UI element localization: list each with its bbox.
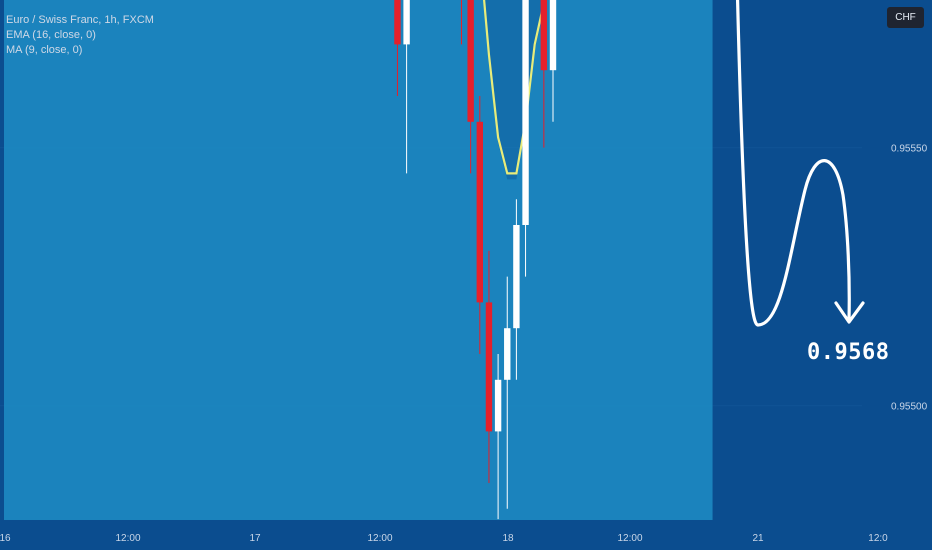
currency-button[interactable]: CHF bbox=[887, 7, 924, 28]
candle-body bbox=[476, 121, 483, 303]
target-price-text: 0.9568 bbox=[807, 340, 890, 365]
candle-body bbox=[485, 302, 493, 432]
x-tick-label: 18 bbox=[502, 533, 514, 544]
chart-legend: Euro / Swiss Franc, 1h, FXCM EMA (16, cl… bbox=[6, 13, 154, 58]
y-tick-label: 0.95500 bbox=[891, 402, 928, 413]
candle-body bbox=[540, 0, 548, 71]
area-fill-inner bbox=[4, 0, 713, 520]
candle-body bbox=[513, 225, 520, 329]
candle-body bbox=[467, 0, 474, 122]
candle-body bbox=[549, 0, 557, 71]
legend-symbol: Euro / Swiss Franc, 1h, FXCM bbox=[6, 14, 154, 26]
legend-ma: MA (9, close, 0) bbox=[6, 44, 83, 56]
x-tick-label: 17 bbox=[249, 533, 261, 544]
x-tick-label: 12:0 bbox=[868, 533, 888, 544]
candle-body bbox=[394, 0, 401, 45]
x-tick-label: 12:00 bbox=[115, 533, 140, 544]
candle-body bbox=[403, 0, 410, 45]
y-tick-label: 0.95550 bbox=[891, 144, 928, 155]
legend-ema: EMA (16, close, 0) bbox=[6, 29, 96, 41]
projection-arrow bbox=[735, 0, 851, 327]
candle-body bbox=[522, 0, 529, 226]
candle-body bbox=[494, 379, 502, 432]
x-tick-label: 21 bbox=[752, 533, 764, 544]
x-tick-label: 16 bbox=[0, 533, 11, 544]
candle-body bbox=[504, 328, 511, 380]
projection-arrow-head bbox=[834, 301, 865, 324]
x-tick-label: 12:00 bbox=[617, 533, 642, 544]
x-tick-label: 12:00 bbox=[367, 533, 392, 544]
